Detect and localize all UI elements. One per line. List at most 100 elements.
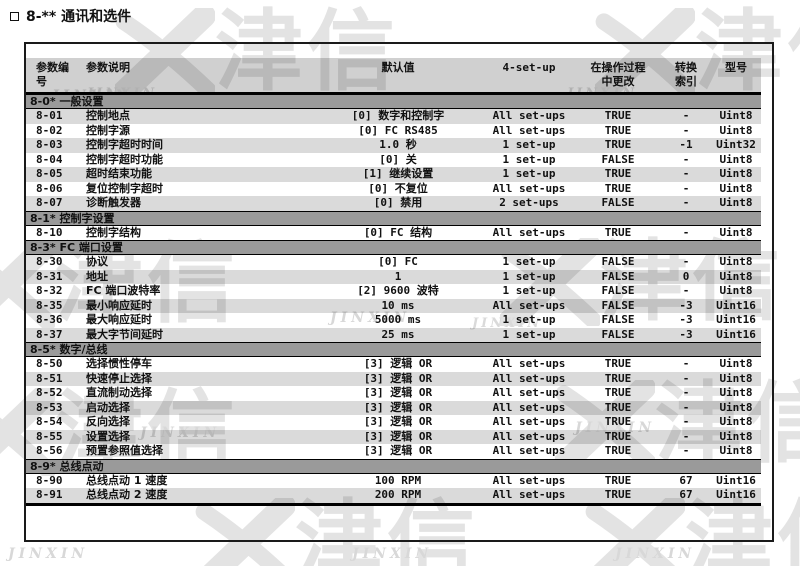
cell-type: Uint16 [716,473,756,487]
cell-desc: 控制字源 [86,123,130,137]
cell-num: 8-54 [36,415,63,428]
cell-type: Uint8 [719,429,753,443]
cell-default: [0] 不复位 [368,181,428,195]
cell-default: [3] 逻辑 OR [363,371,433,385]
jinxin-logo-icon [555,380,655,468]
cell-type: Uint8 [719,152,753,166]
cell-setup: All set-ups [492,444,566,457]
cell-desc: 快速停止选择 [86,371,152,385]
cell-change: TRUE [604,181,632,195]
cell-change: TRUE [604,123,632,137]
cell-setup: All set-ups [492,400,566,414]
jinxin-logo-icon [595,8,695,96]
cell-change: FALSE [601,269,635,283]
cell-num: 8-05 [36,167,63,180]
cell-change: TRUE [604,138,632,151]
square-bullet-icon [10,11,19,21]
cell-change: TRUE [604,488,632,501]
watermark-cjk-text: 津信 [295,490,480,566]
watermark-cjk-text: 津信 [695,0,800,103]
cell-desc: 反向选择 [86,415,130,428]
cell-desc: 直流制动选择 [86,386,152,399]
column-header-default-value: 默认值 [381,61,415,74]
cell-default: 25 ms [381,327,415,341]
cell-conv: - [682,152,690,166]
cell-type: Uint8 [719,167,753,180]
cell-default: [0] 关 [379,152,417,166]
cell-default: [3] 逻辑 OR [363,400,433,414]
page-title: 8-** 通讯和选件 [10,6,131,26]
cell-default: [0] FC RS485 [358,123,438,137]
cell-setup: 1 set-up [502,327,556,341]
cell-num: 8-35 [36,298,63,312]
cell-desc: 选择惯性停车 [86,357,152,370]
cell-setup: 1 set-up [502,284,556,297]
cell-desc: 控制字超时时间 [86,138,163,151]
watermark-cjk-text: 津信 [215,0,400,103]
cell-num: 8-91 [36,488,63,501]
cell-setup: All set-ups [492,181,566,195]
cell-change: TRUE [604,444,632,457]
cell-num: 8-06 [36,181,63,195]
cell-type: Uint8 [719,181,753,195]
cell-conv: 67 [679,488,693,501]
cell-desc: 设置选择 [86,429,130,443]
cell-desc: 总线点动 1 速度 [86,473,168,487]
table-row: 8-91 总线点动 2 速度 200 RPM All set-ups TRUE 67 Uin… [26,488,761,503]
watermark-cjk-text: 津信 [655,372,800,475]
watermark-latin-text: JINXIN [140,425,221,441]
cell-desc: 控制字结构 [86,225,141,239]
table-row: 8-06 复位控制字超时 [0] 不复位 All set-ups TRUE - Uint8 [26,182,761,197]
cell-num: 8-51 [36,371,63,385]
table-row: 8-50 选择惯性停车 [3] 逻辑 OR All set-ups TRUE - Uint8 [26,357,761,372]
cell-default: [3] 逻辑 OR [363,429,433,443]
cell-type: Uint8 [719,415,753,428]
cell-change: FALSE [601,327,635,341]
table-row: 8-02 控制字源 [0] FC RS485 All set-ups TRUE - Uint… [26,124,761,139]
table-row: 8-53 启动选择 [3] 逻辑 OR All set-ups TRUE - Uint8 [26,400,761,415]
cell-conv: 67 [679,473,693,487]
cell-setup: All set-ups [492,473,566,487]
column-header-4-set-up: 4-set-up [502,61,556,74]
cell-num: 8-52 [36,386,63,399]
cell-num: 8-56 [36,444,63,457]
cell-desc: 预置参照值选择 [86,444,163,457]
cell-conv: - [682,400,690,414]
cell-conv: - [682,284,690,297]
jinxin-logo-icon [195,498,295,566]
cell-conv: -3 [679,327,693,341]
cell-change: TRUE [604,167,632,180]
cell-num: 8-01 [36,109,63,122]
column-header-param-number: 参数编 号 [36,61,69,88]
cell-desc: 诊断触发器 [86,196,141,209]
cell-num: 8-36 [36,313,63,326]
table-row: 8-07 诊断触发器 [0] 禁用 2 set-ups FALSE - Uint8 [26,196,761,211]
cell-type: Uint8 [719,255,753,268]
table-header-row: 参数编 号 参数说明 默认值 4-set-up 在操作过程 中更改 转换 索引 … [26,58,761,94]
cell-desc: 控制字超时功能 [86,152,163,166]
cell-desc: FC 端口波特率 [86,284,161,297]
table-row: 8-03 控制字超时时间 1.0 秒 1 set-up TRUE -1 Uint32 [26,138,761,153]
cell-setup: All set-ups [492,386,566,399]
cell-setup: All set-ups [492,371,566,385]
cell-desc: 超时结束功能 [86,167,152,180]
cell-default: [0] FC [378,255,418,268]
cell-change: FALSE [601,255,635,268]
cell-conv: - [682,444,690,457]
cell-conv: - [682,109,690,122]
table-row: 8-01 控制地点 [0] 数字和控制字 All set-ups TRUE - Uint8 [26,109,761,124]
cell-setup: All set-ups [492,429,566,443]
cell-change: TRUE [604,371,632,385]
cell-setup: 1 set-up [502,313,556,326]
table-row: 8-51 快速停止选择 [3] 逻辑 OR All set-ups TRUE - Uint8 [26,371,761,386]
cell-num: 8-03 [36,138,63,151]
cell-conv: - [682,225,690,239]
cell-conv: - [682,415,690,428]
cell-change: TRUE [604,429,632,443]
jinxin-logo-icon [115,8,215,96]
cell-type: Uint16 [716,488,756,501]
cell-conv: - [682,196,690,209]
